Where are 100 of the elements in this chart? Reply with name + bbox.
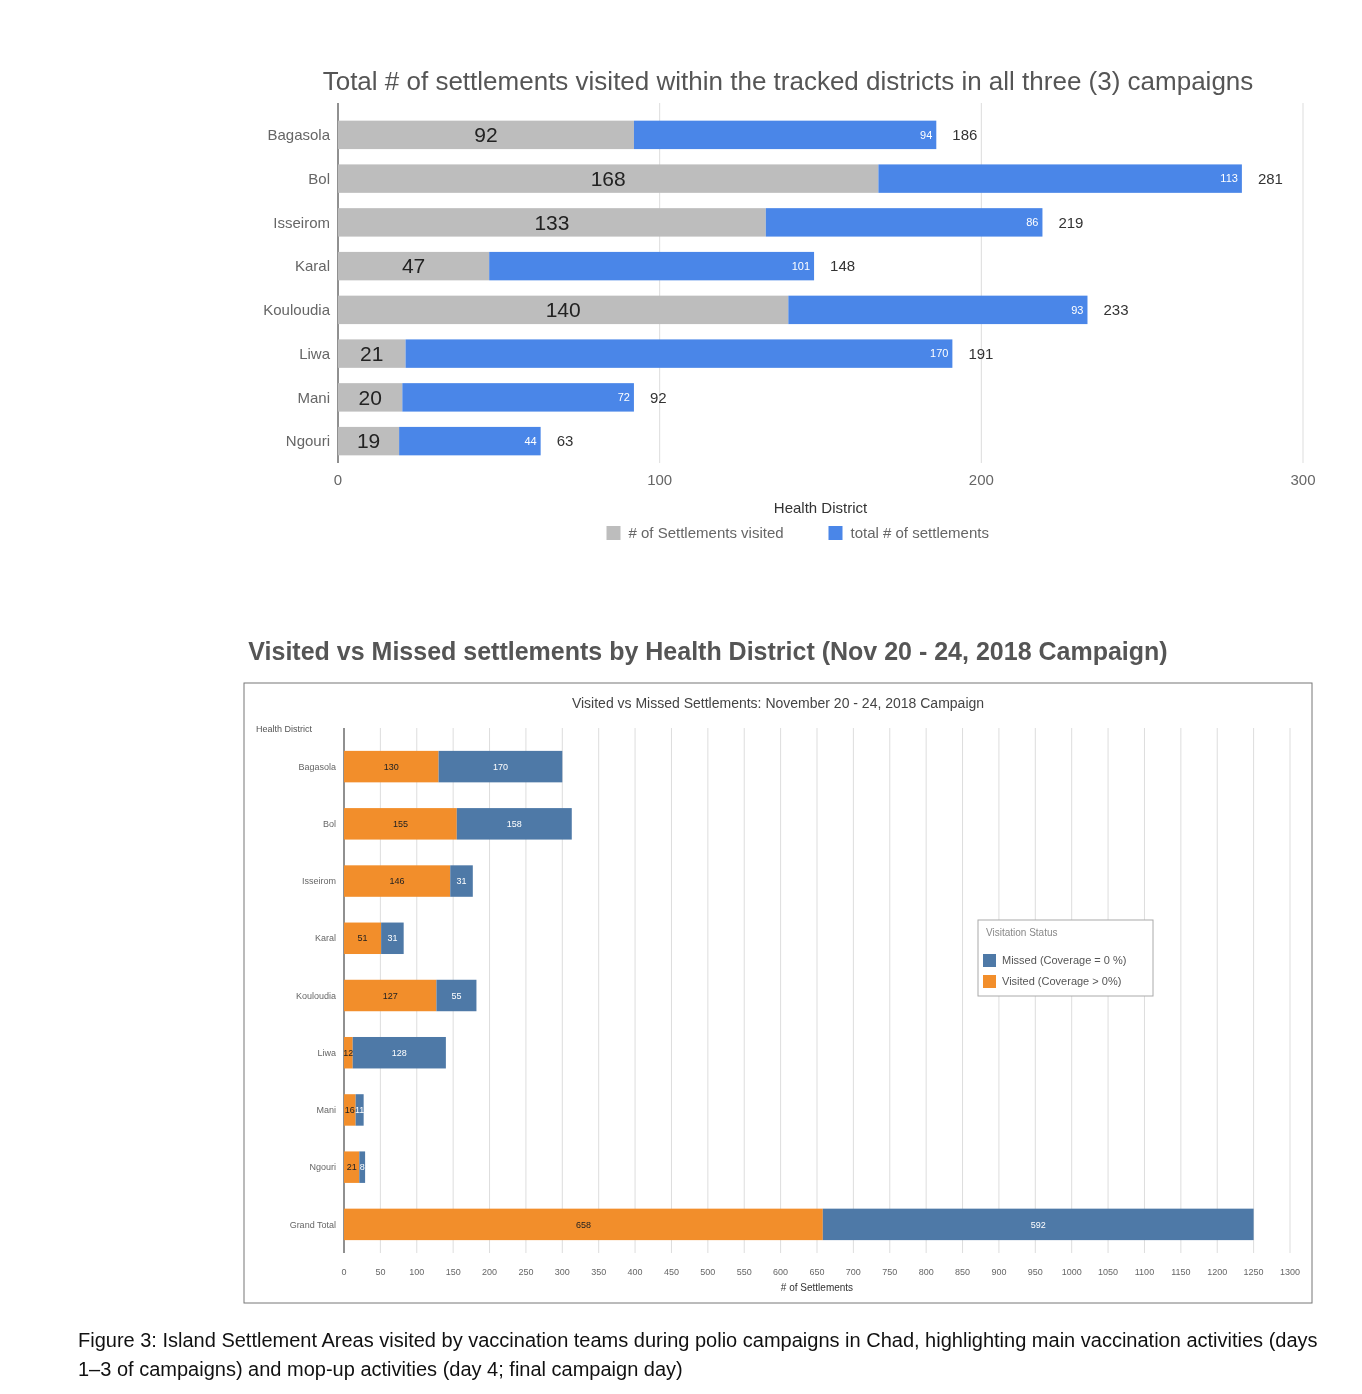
bar bbox=[338, 251, 490, 281]
data-label: 20 bbox=[358, 385, 382, 409]
y-tick-label: Ngouri bbox=[309, 1162, 336, 1173]
x-tick-label: 950 bbox=[1027, 1267, 1043, 1277]
bar bbox=[878, 164, 1242, 193]
chart-title: Visited vs Missed settlements by Health District (Nov 20 - 24, 2018 Campaign) bbox=[248, 637, 1168, 665]
data-label: 47 bbox=[401, 254, 426, 278]
bar bbox=[344, 979, 437, 1012]
bar bbox=[338, 383, 403, 412]
y-tick-label: Grand Total bbox=[289, 1219, 336, 1230]
bar bbox=[338, 339, 406, 368]
data-label: 72 bbox=[617, 391, 630, 404]
y-tick-label: Karal bbox=[294, 257, 330, 275]
y-tick-label: Karal bbox=[314, 933, 336, 944]
y-tick-label: Isseirom bbox=[301, 876, 336, 887]
bar bbox=[344, 1151, 360, 1183]
y-axis-title: Health District bbox=[256, 724, 313, 734]
data-label: 146 bbox=[389, 876, 405, 887]
data-label: 170 bbox=[930, 347, 949, 360]
x-tick-label: 1050 bbox=[1098, 1267, 1119, 1277]
legend-label: # of Settlements visited bbox=[628, 524, 784, 542]
data-label: 93 bbox=[1071, 303, 1084, 316]
x-tick-label: 500 bbox=[700, 1267, 716, 1277]
y-tick-label: Mani bbox=[297, 388, 330, 406]
bar bbox=[450, 865, 473, 897]
y-tick-label: Isseirom bbox=[273, 213, 330, 231]
x-tick-label: 250 bbox=[518, 1267, 534, 1277]
data-label: 168 bbox=[590, 166, 626, 190]
y-tick-label: Liwa bbox=[299, 344, 331, 362]
x-tick-label: 800 bbox=[918, 1267, 934, 1277]
bar bbox=[344, 808, 457, 840]
y-tick-label: Bol bbox=[308, 169, 330, 187]
x-tick-label: 700 bbox=[845, 1267, 861, 1277]
y-tick-label: Bagasola bbox=[298, 761, 336, 772]
bar bbox=[436, 979, 477, 1012]
x-tick-label: 50 bbox=[375, 1267, 386, 1277]
bar bbox=[633, 120, 937, 150]
bar bbox=[338, 208, 766, 237]
data-label: 44 bbox=[524, 434, 537, 447]
data-label: 158 bbox=[506, 818, 522, 829]
x-tick-label: 150 bbox=[445, 1267, 461, 1277]
x-tick-label: 900 bbox=[991, 1267, 1007, 1277]
x-tick-label: 350 bbox=[591, 1267, 607, 1277]
data-label: 170 bbox=[492, 761, 508, 772]
data-label: 92 bbox=[474, 123, 498, 147]
data-label: 155 bbox=[392, 818, 408, 829]
y-tick-label: Mani bbox=[316, 1105, 336, 1116]
legend-label: Missed (Coverage = 0 %) bbox=[1002, 953, 1127, 966]
bar bbox=[338, 164, 879, 193]
x-tick-label: 300 bbox=[1290, 471, 1316, 488]
x-tick-label: 750 bbox=[882, 1267, 898, 1277]
bar bbox=[344, 865, 451, 897]
x-tick-label: 1200 bbox=[1207, 1267, 1228, 1277]
x-tick-label: 200 bbox=[482, 1267, 498, 1277]
total-label: 148 bbox=[830, 257, 856, 275]
x-tick-label: 0 bbox=[333, 471, 343, 488]
chart-subtitle: Visited vs Missed Settlements: November 20 - 24, 2018 Campaign bbox=[571, 695, 985, 711]
data-label: 55 bbox=[451, 990, 462, 1001]
x-tick-label: 850 bbox=[955, 1267, 971, 1277]
total-label: 92 bbox=[649, 388, 667, 406]
data-label: 31 bbox=[456, 876, 467, 887]
bar bbox=[344, 1094, 356, 1126]
bar bbox=[822, 1208, 1254, 1241]
bar bbox=[344, 750, 439, 783]
data-label: 140 bbox=[545, 298, 581, 322]
total-label: 191 bbox=[968, 344, 994, 362]
data-label: 94 bbox=[920, 128, 933, 141]
data-label: 8 bbox=[359, 1162, 365, 1173]
data-label: 127 bbox=[382, 990, 398, 1001]
bar bbox=[338, 295, 789, 325]
legend-label: total # of settlements bbox=[850, 524, 989, 542]
data-label: 113 bbox=[1220, 172, 1238, 185]
x-tick-label: 1100 bbox=[1134, 1267, 1155, 1277]
data-label: 12 bbox=[343, 1047, 354, 1058]
bar bbox=[405, 339, 953, 368]
y-tick-label: Kouloudia bbox=[263, 301, 331, 319]
bar bbox=[788, 295, 1088, 325]
x-tick-label: 0 bbox=[341, 1267, 347, 1277]
x-tick-label: 300 bbox=[554, 1267, 570, 1277]
data-label: 21 bbox=[346, 1162, 357, 1173]
y-tick-label: Liwa bbox=[317, 1047, 336, 1058]
x-axis-title: # of Settlements bbox=[780, 1282, 854, 1293]
x-tick-label: 450 bbox=[663, 1267, 679, 1277]
x-tick-label: 1300 bbox=[1279, 1267, 1301, 1277]
bar bbox=[344, 1208, 823, 1241]
total-label: 63 bbox=[556, 432, 574, 450]
bar bbox=[765, 208, 1043, 237]
bar bbox=[338, 120, 634, 150]
x-tick-label: 1000 bbox=[1061, 1267, 1082, 1277]
x-tick-label: 100 bbox=[647, 471, 673, 488]
y-tick-label: Bol bbox=[322, 818, 336, 829]
data-label: 133 bbox=[534, 210, 570, 234]
x-tick-label: 1250 bbox=[1243, 1267, 1264, 1277]
data-label: 101 bbox=[791, 259, 811, 272]
data-label: 128 bbox=[391, 1047, 407, 1058]
chart-title: Total # of settlements visited within the tracked districts in all three (3) campaigns bbox=[322, 66, 1254, 96]
y-tick-label: Ngouri bbox=[285, 432, 330, 450]
total-label: 233 bbox=[1103, 301, 1129, 319]
total-label: 281 bbox=[1257, 169, 1283, 187]
caption: Figure 3: Island Settlement Areas visited by vaccination teams during polio campaigns in Chad, highlighting main vaccination activities (days 1–3 of campaigns) and mop-up activities (day 4; final campaign day) bbox=[78, 1328, 1318, 1382]
